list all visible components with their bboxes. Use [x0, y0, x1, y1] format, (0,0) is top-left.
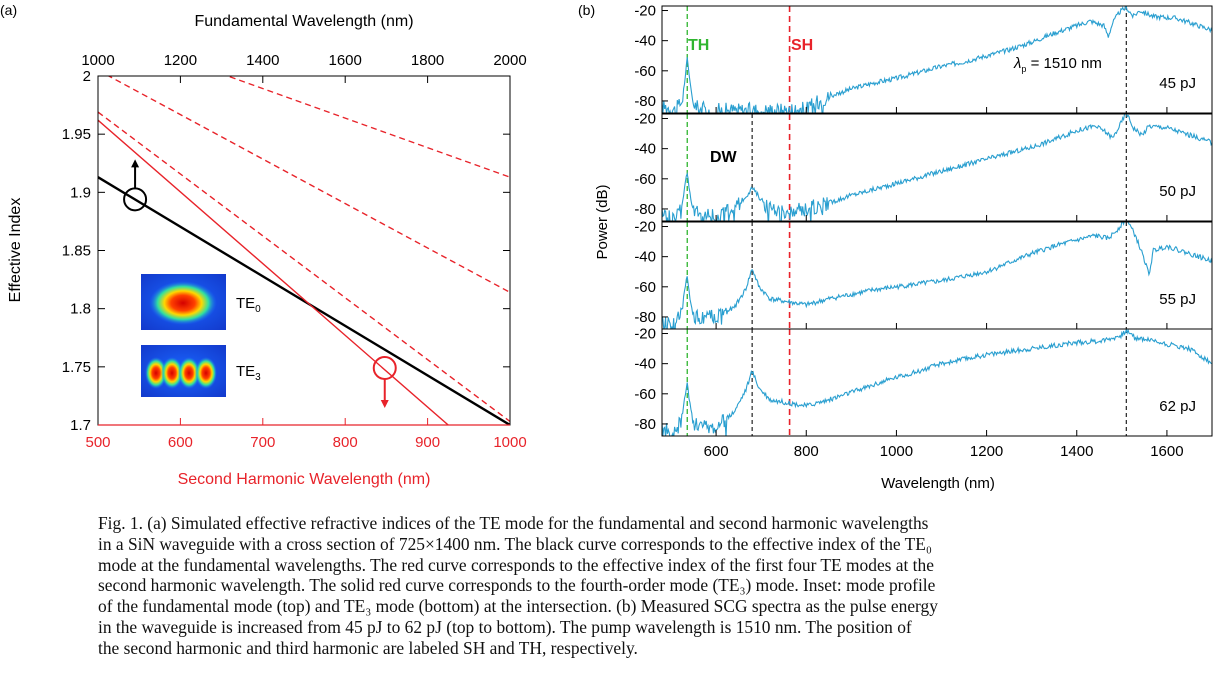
panel-b-ylabel: Power (dB)	[594, 184, 611, 259]
caption-line: mode at the fundamental wavelengths. The…	[98, 554, 934, 575]
panel-frame	[661, 221, 1213, 330]
y-tick-label: 2	[83, 68, 91, 85]
y-tick-label: -20	[634, 219, 656, 236]
panel-frame	[661, 113, 1213, 222]
spectrum-trace	[662, 222, 1212, 329]
mode-curve-0	[98, 176, 510, 425]
top-tick-label: 1800	[411, 52, 444, 69]
bottom-tick-label: 700	[250, 434, 275, 451]
mode-curve-1	[225, 76, 510, 178]
caption-line: in the waveguide is increased from 45 pJ…	[98, 616, 912, 637]
caption-line: second harmonic wavelength. The solid re…	[98, 575, 936, 596]
y-tick-label: -20	[634, 326, 656, 343]
x-tick-label: 600	[704, 443, 729, 460]
y-tick-label: 1.95	[62, 126, 91, 143]
y-tick-label: -80	[634, 201, 656, 218]
panel-a-curves	[98, 76, 510, 425]
panel-frame	[661, 328, 1213, 437]
bottom-tick-label: 1000	[493, 434, 526, 451]
mode-profile-te0-inset	[141, 274, 226, 330]
y-tick-label: -40	[634, 33, 656, 50]
mode-curve-4	[98, 119, 449, 425]
x-tick-label: 800	[794, 443, 819, 460]
panel-a-top-xlabel: Fundamental Wavelength (nm)	[194, 13, 413, 30]
bottom-tick-label: 600	[168, 434, 193, 451]
caption-line: of the fundamental mode (top) and TE₃ mo…	[98, 596, 938, 617]
panel-b-spectra: -20 -40 -60 -80 45 pJ -20 -40 -60 -80 50 pJ -20 -40…	[634, 3, 1213, 460]
top-tick-label: 1000	[81, 52, 114, 69]
y-tick-label: -60	[634, 171, 656, 188]
y-tick-label: 1.7	[70, 417, 91, 434]
pulse-energy-label: 50 pJ	[1159, 183, 1196, 200]
y-tick-label: -40	[634, 141, 656, 158]
sh-label: SH	[791, 37, 813, 54]
arrow-down-head-icon	[380, 399, 389, 408]
spectrum-panel: -20 -40 -60 -80 62 pJ	[634, 326, 1213, 437]
caption-line: the second harmonic and third harmonic a…	[98, 637, 638, 658]
intersection-circle-marker	[372, 355, 397, 380]
y-tick-label: -40	[634, 356, 656, 373]
caption-line: in a SiN waveguide with a cross section …	[98, 533, 932, 554]
mode-curve-2	[107, 76, 510, 294]
spectrum-trace	[662, 329, 1212, 436]
figure-caption: Fig. 1. (a) Simulated effective refracti…	[98, 513, 1126, 659]
panel-frame	[661, 5, 1213, 114]
x-tick-label: 1200	[970, 443, 1003, 460]
y-tick-label: -60	[634, 63, 656, 80]
caption-line: Fig. 1. (a) Simulated effective refracti…	[98, 513, 929, 533]
mode-curve-3	[98, 111, 510, 423]
x-tick-label: 1600	[1150, 443, 1183, 460]
panel-b-xlabel: Wavelength (nm)	[881, 475, 995, 492]
panel-a-top-ticks: 1000 1200 1400 1600 1800 2000	[81, 52, 527, 83]
panel-a-bottom-ticks: 500 600 700 800 900 1000	[85, 418, 527, 451]
spectrum-panel: -20 -40 -60 -80 45 pJ	[634, 3, 1213, 114]
y-tick-label: -60	[634, 386, 656, 403]
y-tick-label: -80	[634, 309, 656, 326]
th-label: TH	[688, 37, 709, 54]
y-tick-label: 1.9	[70, 184, 91, 201]
arrow-up-head-icon	[131, 159, 140, 168]
top-tick-label: 1600	[329, 52, 362, 69]
x-tick-label: 1400	[1060, 443, 1093, 460]
y-tick-label: -20	[634, 3, 656, 20]
y-tick-label: -60	[634, 279, 656, 296]
spectrum-trace	[662, 114, 1212, 221]
pulse-energy-label: 62 pJ	[1159, 398, 1196, 415]
pulse-energy-label: 45 pJ	[1159, 75, 1196, 92]
pulse-energy-label: 55 pJ	[1159, 291, 1196, 308]
panel-b-label: (b)	[578, 2, 595, 18]
panel-a-bottom-xlabel: Second Harmonic Wavelength (nm)	[178, 471, 431, 488]
bottom-tick-label: 900	[415, 434, 440, 451]
y-tick-label: -40	[634, 249, 656, 266]
y-tick-label: -20	[634, 111, 656, 128]
top-tick-label: 1400	[246, 52, 279, 69]
spectrum-panel: -20 -40 -60 -80 55 pJ	[634, 219, 1213, 330]
panel-a-ylabel: Effective Index	[7, 198, 24, 303]
y-tick-label: 1.75	[62, 359, 91, 376]
panel-a-label: (a)	[0, 2, 17, 18]
mode-profile-te3-inset	[141, 345, 226, 397]
figure: (a) Fundamental Wavelength (nm) 1000 1200…	[0, 2, 1213, 492]
y-tick-label: -80	[634, 416, 656, 433]
top-tick-label: 1200	[164, 52, 197, 69]
spectrum-panel: -20 -40 -60 -80 50 pJ	[634, 111, 1213, 222]
panel-a-markers	[123, 159, 397, 408]
spectrum-trace	[662, 6, 1212, 113]
pump-wavelength-label: λp = 1510 nm	[1013, 55, 1102, 74]
panel-a-y-ticks: 1.7 1.75 1.8 1.85 1.9 1.95 2	[62, 68, 510, 434]
top-tick-label: 2000	[493, 52, 526, 69]
x-tick-label: 1000	[880, 443, 913, 460]
y-tick-label: 1.85	[62, 243, 91, 260]
y-tick-label: -80	[634, 93, 656, 110]
te3-inset-label: TE3	[236, 363, 261, 383]
bottom-tick-label: 500	[85, 434, 110, 451]
te0-inset-label: TE0	[236, 295, 261, 315]
bottom-tick-label: 800	[333, 434, 358, 451]
y-tick-label: 1.8	[70, 301, 91, 318]
dw-label: DW	[710, 149, 738, 166]
